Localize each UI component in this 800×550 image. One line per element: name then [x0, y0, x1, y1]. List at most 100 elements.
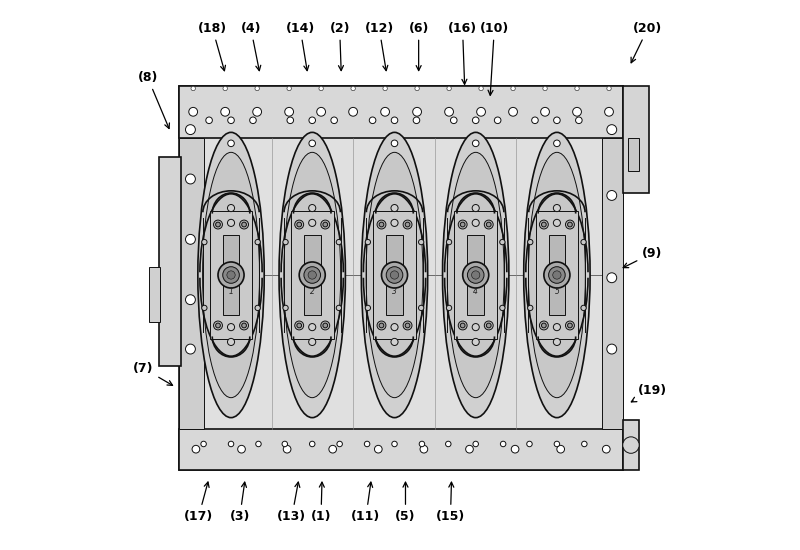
Circle shape [382, 262, 407, 288]
Circle shape [509, 107, 518, 116]
Circle shape [484, 220, 493, 229]
Circle shape [186, 174, 195, 184]
Circle shape [573, 107, 582, 116]
Circle shape [532, 117, 538, 124]
Circle shape [471, 271, 480, 279]
Circle shape [379, 323, 384, 328]
Text: (7): (7) [133, 362, 173, 386]
Circle shape [282, 441, 287, 447]
Text: (15): (15) [436, 482, 465, 523]
Circle shape [391, 338, 398, 345]
Circle shape [218, 262, 244, 288]
Circle shape [549, 267, 565, 283]
Text: (4): (4) [241, 21, 261, 70]
Circle shape [472, 219, 479, 227]
Circle shape [542, 323, 546, 328]
Ellipse shape [198, 133, 264, 417]
Circle shape [214, 220, 222, 229]
Circle shape [202, 239, 207, 245]
Circle shape [386, 267, 403, 283]
Circle shape [554, 338, 561, 345]
Text: (8): (8) [138, 71, 170, 129]
Circle shape [192, 446, 200, 453]
Circle shape [287, 117, 294, 124]
Circle shape [391, 117, 398, 124]
Text: (3): (3) [230, 482, 250, 523]
FancyBboxPatch shape [304, 235, 321, 315]
Circle shape [186, 125, 195, 135]
Circle shape [309, 338, 316, 345]
Circle shape [377, 220, 386, 229]
Circle shape [238, 446, 246, 453]
Circle shape [336, 305, 342, 311]
Circle shape [331, 117, 338, 124]
Circle shape [405, 323, 410, 328]
FancyBboxPatch shape [179, 86, 622, 138]
Text: (6): (6) [409, 21, 429, 70]
Circle shape [460, 222, 465, 227]
Circle shape [473, 441, 478, 447]
Circle shape [227, 219, 234, 227]
Text: (16): (16) [448, 21, 477, 84]
Circle shape [364, 441, 370, 447]
Text: (1): (1) [310, 482, 331, 523]
Circle shape [450, 117, 457, 124]
Circle shape [479, 86, 483, 91]
Circle shape [256, 441, 262, 447]
Circle shape [255, 239, 260, 245]
Circle shape [283, 239, 288, 245]
FancyBboxPatch shape [622, 420, 639, 470]
Circle shape [191, 86, 195, 91]
Circle shape [575, 86, 579, 91]
Circle shape [541, 107, 550, 116]
FancyBboxPatch shape [179, 138, 204, 428]
Ellipse shape [529, 152, 586, 398]
Circle shape [567, 222, 572, 227]
Circle shape [283, 305, 288, 311]
Circle shape [582, 441, 587, 447]
Circle shape [511, 86, 515, 91]
Circle shape [253, 107, 262, 116]
Circle shape [297, 323, 302, 328]
Circle shape [554, 219, 561, 227]
Circle shape [462, 262, 489, 288]
Circle shape [554, 441, 560, 447]
Circle shape [349, 107, 358, 116]
Circle shape [392, 441, 398, 447]
Circle shape [413, 107, 422, 116]
Text: (17): (17) [184, 482, 214, 523]
Circle shape [186, 344, 195, 354]
Ellipse shape [202, 152, 259, 398]
Circle shape [605, 107, 614, 116]
Circle shape [500, 441, 506, 447]
Circle shape [419, 441, 425, 447]
Circle shape [391, 323, 398, 331]
Circle shape [466, 446, 474, 453]
Circle shape [202, 305, 207, 311]
Circle shape [323, 323, 328, 328]
Circle shape [567, 323, 572, 328]
Text: (2): (2) [330, 21, 350, 70]
Circle shape [223, 86, 227, 91]
FancyBboxPatch shape [386, 235, 403, 315]
Circle shape [240, 321, 249, 330]
Circle shape [216, 323, 220, 328]
Text: 5: 5 [554, 287, 559, 296]
Circle shape [581, 305, 586, 311]
Circle shape [539, 321, 548, 330]
Circle shape [486, 222, 491, 227]
FancyBboxPatch shape [602, 138, 622, 428]
Circle shape [214, 321, 222, 330]
Text: 2: 2 [310, 287, 314, 296]
Text: (9): (9) [623, 246, 662, 268]
FancyBboxPatch shape [150, 267, 160, 322]
Circle shape [467, 267, 484, 283]
Text: (12): (12) [365, 21, 394, 70]
Circle shape [473, 117, 479, 124]
Circle shape [554, 140, 560, 147]
Circle shape [186, 234, 195, 244]
Circle shape [379, 222, 384, 227]
Circle shape [418, 239, 424, 245]
Circle shape [622, 437, 639, 453]
Circle shape [486, 323, 491, 328]
